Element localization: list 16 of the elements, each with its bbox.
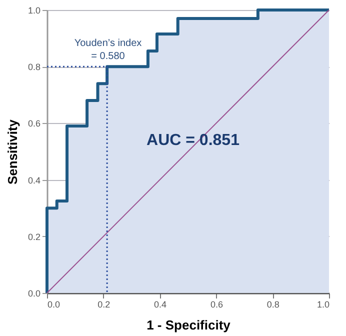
y-tick-label: 0.8 <box>28 62 40 72</box>
y-tick-label: 1.0 <box>28 6 40 16</box>
x-tick-label: 1.0 <box>316 300 330 310</box>
y-tick-label: 0.4 <box>28 175 40 186</box>
y-tick-label: 0.6 <box>28 118 40 129</box>
y-tick-label: 0.2 <box>28 232 40 242</box>
annotation: Youden’s index = 0.580 <box>74 38 142 62</box>
x-axis-title: 1 - Specificity <box>146 318 232 332</box>
x-tick-label: 0.8 <box>266 300 280 310</box>
x-tick-label: 0.2 <box>98 300 110 310</box>
x-tick-label: 0.0 <box>48 300 60 310</box>
y-tick-label: 0.0 <box>28 288 40 298</box>
annotation: AUC = 0.851 <box>146 132 240 149</box>
y-axis-title: Sensitivity <box>4 118 20 185</box>
x-tick-label: 0.6 <box>210 300 223 310</box>
x-tick-label: 0.4 <box>154 300 167 310</box>
